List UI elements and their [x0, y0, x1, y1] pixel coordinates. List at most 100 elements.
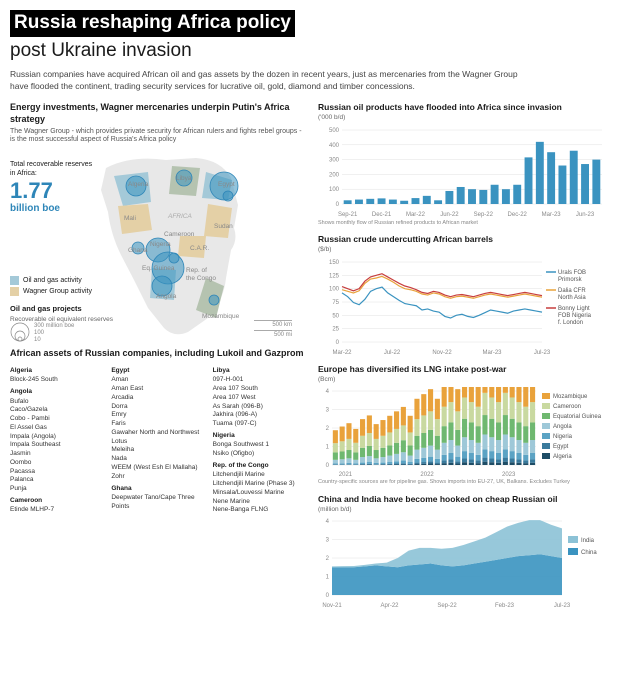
asset-item: Oombo: [10, 459, 103, 468]
asset-item: As Sarah (096-B): [213, 403, 306, 412]
asset-item: WEEM (West Esh El Mallaha): [111, 464, 204, 473]
chart3-title: Europe has diversified its LNG intake po…: [318, 364, 608, 375]
asset-item: Etinde MLHP-7: [10, 506, 103, 515]
title-block: Russia reshaping Africa policy post Ukra…: [10, 10, 608, 63]
svg-text:0: 0: [336, 202, 340, 208]
svg-text:4: 4: [326, 389, 330, 395]
asset-item: Caco/Gazela: [10, 406, 103, 415]
asset-item: Jakhira (096-A): [213, 411, 306, 420]
svg-text:75: 75: [332, 300, 339, 306]
asset-item: 097-H-001: [213, 376, 306, 385]
svg-text:Dec-21: Dec-21: [372, 212, 392, 218]
map-section-title: Energy investments, Wagner mercenaries u…: [10, 102, 306, 125]
asset-item: Aman: [111, 376, 204, 385]
svg-text:50: 50: [332, 313, 339, 319]
svg-text:Jul-23: Jul-23: [534, 350, 551, 356]
svg-text:Egypt: Egypt: [218, 181, 235, 188]
svg-text:100: 100: [329, 187, 340, 193]
svg-text:Mar-23: Mar-23: [482, 350, 502, 356]
asset-country: Rep. of the Congo: [213, 462, 306, 470]
chart2-block: Russian crude undercutting African barre…: [318, 234, 608, 355]
asset-item: Zohr: [111, 473, 204, 482]
asset-country: Ghana: [111, 485, 204, 493]
svg-text:Sep-21: Sep-21: [338, 212, 358, 218]
assets-title: African assets of Russian companies, inc…: [10, 348, 306, 360]
asset-item: Impala Southeast: [10, 441, 103, 450]
chart2-title: Russian crude undercutting African barre…: [318, 234, 608, 245]
svg-text:Angola: Angola: [553, 424, 572, 430]
legend-oil: Oil and gas activity: [23, 276, 82, 285]
asset-item: Impala (Angola): [10, 433, 103, 442]
map-scale: 500 km 500 mi: [254, 320, 292, 341]
asset-item: Minsala/Louvessi Marine: [213, 489, 306, 498]
svg-text:150: 150: [329, 260, 340, 266]
svg-text:300 million boe: 300 million boe: [34, 323, 75, 329]
svg-text:Jul-22: Jul-22: [384, 350, 401, 356]
asset-item: Bonga Southwest 1: [213, 441, 306, 450]
asset-item: Emry: [111, 411, 204, 420]
svg-text:1: 1: [326, 445, 330, 451]
chart1-svg: 0100200300400500Sep-21Dec-21Mar-22Jun-22…: [318, 126, 608, 218]
asset-item: Nene-Banga FLNG: [213, 506, 306, 515]
asset-item: Pacassa: [10, 468, 103, 477]
svg-text:Mar-22: Mar-22: [406, 212, 426, 218]
chart1-block: Russian oil products have flooded into A…: [318, 102, 608, 226]
asset-item: Lotus: [111, 438, 204, 447]
asset-item: Dorra: [111, 403, 204, 412]
svg-text:4: 4: [326, 519, 330, 525]
asset-item: Palanca: [10, 476, 103, 485]
asset-item: Jasmin: [10, 450, 103, 459]
asset-item: Arcadia: [111, 394, 204, 403]
svg-text:Libya: Libya: [176, 175, 192, 182]
asset-item: Nene Marine: [213, 498, 306, 507]
asset-item: Litchendjili Marine: [213, 471, 306, 480]
svg-text:Sudan: Sudan: [214, 223, 233, 230]
chart4-block: China and India have become hooked on ch…: [318, 494, 608, 609]
svg-text:Angola: Angola: [156, 293, 177, 300]
svg-text:Mozambique: Mozambique: [202, 313, 240, 320]
asset-country: Libya: [213, 367, 306, 375]
asset-item: Area 107 South: [213, 385, 306, 394]
asset-item: El Assel Gas: [10, 424, 103, 433]
asset-item: Meleiha: [111, 446, 204, 455]
svg-text:500: 500: [329, 128, 340, 134]
svg-text:Ghana: Ghana: [128, 247, 148, 254]
swatch-wagner: [10, 287, 19, 296]
asset-item: Aman East: [111, 385, 204, 394]
svg-text:Mali: Mali: [124, 215, 136, 222]
svg-text:3: 3: [326, 408, 330, 414]
svg-text:Jun-22: Jun-22: [440, 212, 459, 218]
asset-item: Block-245 South: [10, 376, 103, 385]
chart2-svg: 0255075100125150Mar-22Jul-22Nov-22Mar-23…: [318, 258, 608, 356]
chart4-unit: (million b/d): [318, 506, 608, 514]
asset-country: Angola: [10, 388, 103, 396]
svg-text:Dalia CFRNorth Asia: Dalia CFRNorth Asia: [558, 288, 586, 301]
svg-text:Mar-23: Mar-23: [542, 212, 562, 218]
map-section-sub: The Wagner Group - which provides privat…: [10, 128, 306, 146]
chart2-unit: ($/b): [318, 246, 608, 254]
asset-country: Algeria: [10, 367, 103, 375]
svg-text:Nigeria: Nigeria: [553, 434, 573, 440]
svg-text:3: 3: [326, 538, 330, 544]
svg-text:2023: 2023: [502, 472, 516, 477]
chart1-note: Shows monthly flow of Russian refined pr…: [318, 220, 608, 227]
svg-text:Mozambique: Mozambique: [553, 394, 588, 400]
svg-text:Feb-23: Feb-23: [495, 603, 515, 609]
svg-text:Nov-22: Nov-22: [432, 350, 452, 356]
svg-text:0: 0: [326, 593, 330, 599]
svg-text:Bonny LightFOB Nigeriaf. Londo: Bonny LightFOB Nigeriaf. London: [558, 306, 592, 326]
svg-text:China: China: [581, 550, 597, 556]
chart1-title: Russian oil products have flooded into A…: [318, 102, 608, 113]
chart4-title: China and India have become hooked on ch…: [318, 494, 608, 505]
svg-text:200: 200: [329, 172, 340, 178]
title-highlight: Russia reshaping Africa policy: [10, 10, 295, 37]
svg-text:0: 0: [336, 340, 340, 346]
svg-text:Egypt: Egypt: [553, 444, 569, 450]
svg-text:Sep-22: Sep-22: [437, 603, 457, 609]
svg-text:Nigeria: Nigeria: [150, 241, 171, 248]
svg-text:10: 10: [34, 337, 41, 342]
chart3-svg: 01234202120222023MozambiqueCameroonEquat…: [318, 387, 608, 477]
chart3-block: Europe has diversified its LNG intake po…: [318, 364, 608, 486]
svg-text:Jul-23: Jul-23: [554, 603, 571, 609]
svg-text:Cameroon: Cameroon: [164, 231, 195, 238]
